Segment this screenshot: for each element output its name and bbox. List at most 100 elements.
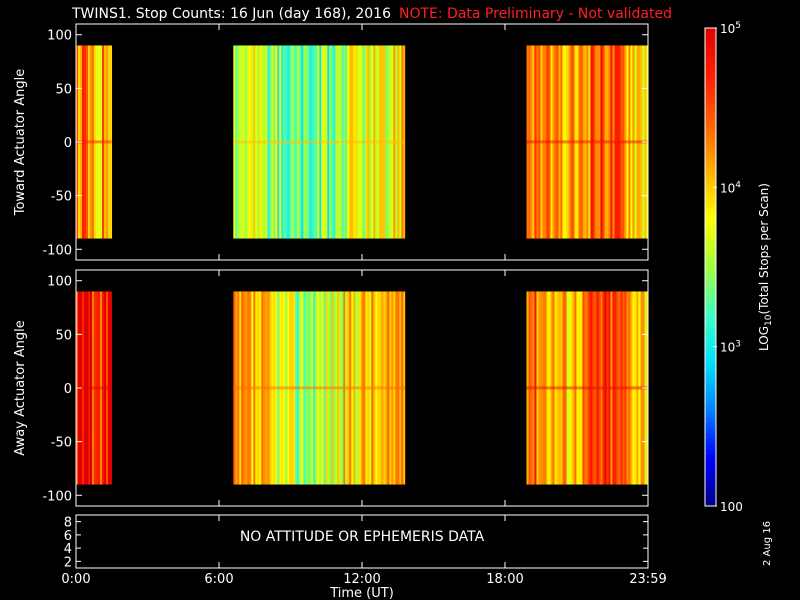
x-tick-label: 12:00 — [343, 572, 380, 587]
y-tick-label: 0 — [64, 382, 72, 397]
colorbar-swatch — [705, 330, 716, 336]
colorbar-swatch — [705, 79, 716, 85]
colorbar-swatch — [705, 446, 716, 451]
colorbar-swatch — [705, 159, 716, 164]
colorbar-swatch — [705, 478, 716, 483]
colorbar-swatch — [705, 151, 716, 156]
colorbar-swatch — [705, 87, 716, 93]
colorbar-label: LOG10(Total Stops per Scan) — [757, 183, 774, 351]
colorbar-swatch — [705, 410, 716, 415]
colorbar-swatch — [705, 223, 716, 228]
chart-title: TWINS1. Stop Counts: 16 Jun (day 168), 2… — [72, 6, 672, 22]
colorbar-swatch — [705, 247, 716, 252]
colorbar-swatch — [705, 454, 716, 459]
colorbar-swatch — [705, 270, 716, 276]
colorbar-swatch — [705, 231, 716, 236]
colorbar-swatch — [705, 430, 716, 435]
colorbar-swatch — [705, 47, 716, 53]
colorbar-swatch — [705, 450, 716, 455]
x-axis-label: Time (UT) — [329, 586, 394, 600]
colorbar-swatch — [705, 406, 716, 411]
colorbar-swatch — [705, 187, 716, 192]
colorbar-swatch — [705, 71, 716, 77]
colorbar-swatch — [705, 243, 716, 248]
colorbar-swatch — [705, 366, 716, 372]
colorbar-swatch — [705, 426, 716, 431]
colorbar-swatch — [705, 227, 716, 232]
y-axis-label: Away Actuator Angle — [13, 320, 28, 455]
colorbar-swatch — [705, 462, 716, 467]
colorbar-swatch — [705, 390, 716, 395]
title-text: TWINS1. Stop Counts: 16 Jun (day 168), 2… — [72, 6, 391, 22]
colorbar-swatch — [705, 402, 716, 407]
colorbar-swatch — [705, 251, 716, 256]
colorbar-swatch — [705, 91, 716, 97]
y-tick-label: 6 — [64, 529, 72, 544]
colorbar-swatch — [705, 195, 716, 200]
colorbar-swatch — [705, 326, 716, 332]
colorbar-swatch — [705, 282, 716, 288]
colorbar-swatch — [705, 191, 716, 196]
colorbar-swatch — [705, 342, 716, 348]
colorbar-swatch — [705, 334, 716, 340]
y-tick-label: -100 — [42, 243, 72, 258]
colorbar-swatch — [705, 131, 716, 137]
zero-angle-band — [233, 140, 405, 144]
colorbar-swatch — [705, 278, 716, 284]
colorbar-swatch — [705, 255, 716, 260]
colorbar-swatch — [705, 143, 716, 148]
colorbar-swatch — [705, 358, 716, 364]
colorbar-swatch — [705, 418, 716, 423]
colorbar-swatch — [705, 127, 716, 133]
colorbar-swatch — [705, 318, 716, 324]
zero-angle-band — [76, 140, 112, 144]
colorbar-swatch — [705, 386, 716, 391]
panel-frame — [75, 514, 649, 569]
colorbar-swatch — [705, 286, 716, 292]
colorbar-swatch — [705, 350, 716, 356]
colorbar-swatch — [705, 31, 716, 37]
colorbar-tick-label: 104 — [720, 180, 741, 195]
y-axis-label: Toward Actuator Angle — [13, 69, 28, 216]
colorbar-swatch — [705, 119, 716, 125]
colorbar-swatch — [705, 171, 716, 176]
colorbar-swatch — [705, 163, 716, 168]
colorbar-tick-label: 103 — [720, 340, 741, 355]
colorbar-swatch — [705, 83, 716, 89]
no-data-message: NO ATTITUDE OR EPHEMERIS DATA — [240, 529, 485, 545]
colorbar-swatch — [705, 274, 716, 280]
colorbar-swatch — [705, 263, 716, 268]
colorbar-swatch — [705, 203, 716, 208]
colorbar-swatch — [705, 302, 716, 308]
y-tick-label: 100 — [47, 29, 72, 44]
colorbar-swatch — [705, 123, 716, 129]
colorbar-swatch — [705, 35, 716, 41]
colorbar-swatch — [705, 235, 716, 240]
colorbar-swatch — [705, 75, 716, 81]
colorbar-swatch — [705, 322, 716, 328]
colorbar-swatch — [705, 494, 716, 499]
colorbar-swatch — [705, 382, 716, 387]
colorbar-swatch — [705, 39, 716, 45]
colorbar-swatch — [705, 498, 716, 503]
colorbar-swatch — [705, 115, 716, 121]
colorbar-swatch — [705, 267, 716, 272]
heatmap-panel-2: 100 50 0 -50 -100 Away Actuator Angle — [13, 269, 649, 507]
colorbar-swatch — [705, 470, 716, 475]
data-segment — [526, 291, 649, 485]
x-tick-label: 6:00 — [204, 572, 233, 587]
colorbar-swatch — [705, 139, 716, 145]
colorbar-swatch — [705, 179, 716, 184]
colorbar-frame — [704, 27, 717, 507]
colorbar-swatch — [705, 370, 716, 376]
colorbar-swatch — [705, 346, 716, 352]
colorbar-swatch — [705, 155, 716, 160]
zero-angle-band — [526, 140, 648, 144]
colorbar-swatch — [705, 490, 716, 495]
colorbar-swatch — [705, 99, 716, 105]
colorbar-swatch — [705, 394, 716, 399]
colorbar-swatch — [705, 294, 716, 300]
colorbar-swatch — [705, 67, 716, 73]
